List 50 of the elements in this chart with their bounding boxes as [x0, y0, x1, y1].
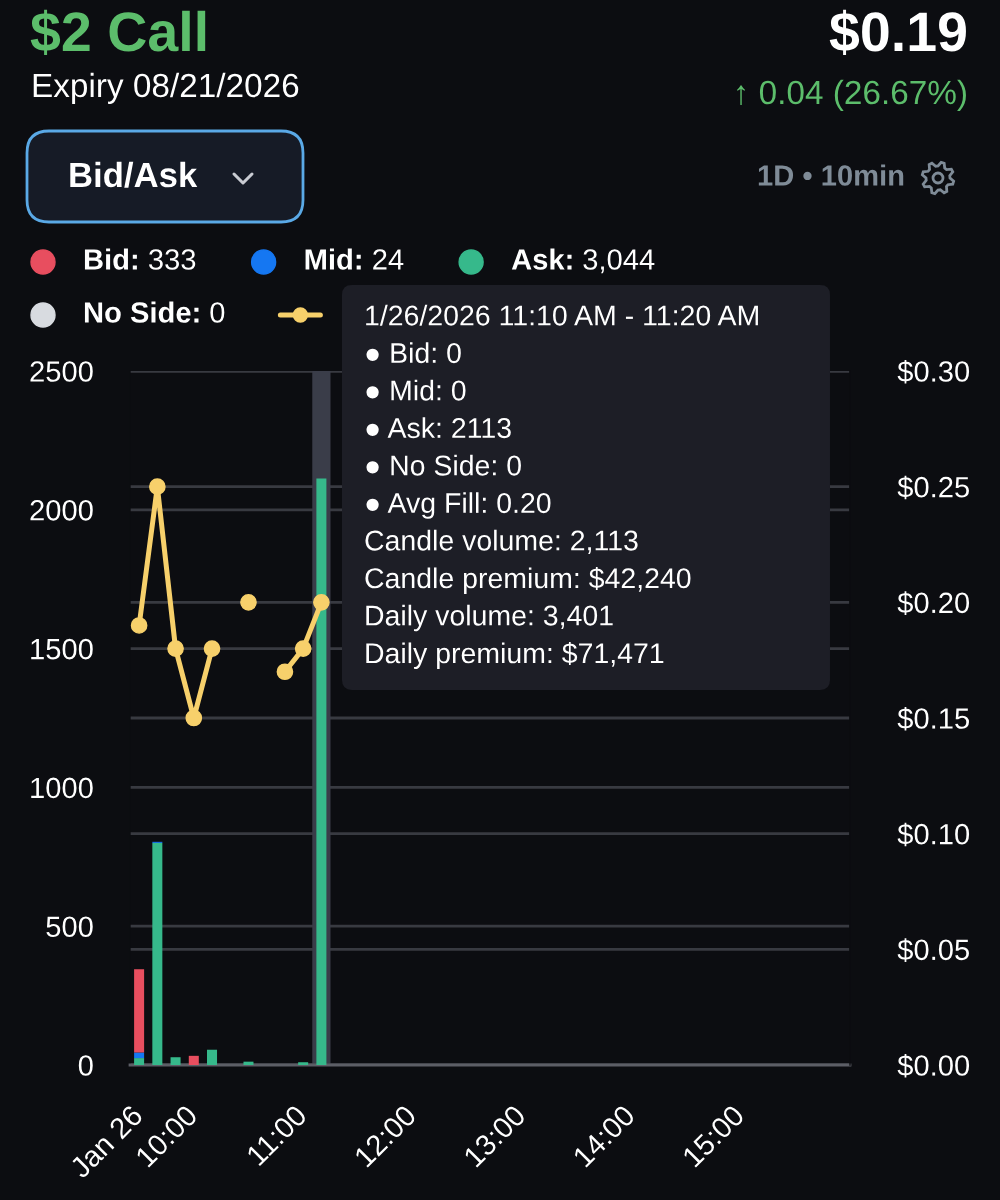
bar — [188, 1055, 199, 1065]
point — [313, 593, 330, 611]
y-tick-label: 0 — [78, 1055, 93, 1076]
point — [240, 593, 257, 611]
y-tick-label: 500 — [46, 916, 93, 938]
bar — [207, 1049, 218, 1065]
text: ● Bid: 0 — [366, 342, 461, 364]
bar — [152, 842, 163, 1065]
point — [130, 617, 148, 634]
point — [276, 663, 294, 681]
text: $0.19 — [829, 9, 966, 56]
y-tick-label: 1500 — [31, 638, 93, 660]
point — [185, 709, 203, 727]
annotation: ● Avg Fill: 0.20 — [366, 492, 551, 519]
bar — [134, 969, 145, 1053]
bar — [243, 1061, 254, 1065]
y2-tick-label: $0.25 — [897, 475, 969, 500]
text: 1/26/2026 11:10 AM - 11:20 AM — [366, 304, 758, 326]
legend-label: Mid: 24 — [305, 248, 404, 270]
text: Bid/Ask — [70, 161, 198, 188]
legend-label: Ask: 3,044 — [511, 248, 655, 274]
point — [149, 478, 166, 496]
annotation: ● Ask: 2113 — [366, 417, 511, 439]
annotation: Daily premium: $71,471 — [366, 642, 664, 669]
y2-tick-label: $0.00 — [897, 1053, 970, 1078]
y-tick-label: 2000 — [30, 500, 93, 521]
y2-tick-label: $0.05 — [897, 938, 969, 962]
y2-tick-label: $0.20 — [897, 591, 970, 615]
chart-title: $2 Call — [30, 9, 206, 56]
point — [167, 640, 184, 657]
annotation: ● Mid: 0 — [366, 379, 466, 401]
y-tick-label: 2500 — [30, 361, 93, 382]
bar — [298, 1062, 309, 1065]
annotation: Candle volume: 2,113 — [365, 529, 638, 555]
text: 1D • 10min — [758, 164, 904, 186]
text: ↑ 0.04 (26.67%) — [737, 79, 966, 111]
point — [294, 640, 312, 657]
bar — [170, 1057, 181, 1065]
legend-label: Bid: 333 — [84, 248, 196, 270]
point — [203, 640, 221, 657]
y2-tick-label: $0.15 — [897, 706, 969, 731]
chart-subtitle: Expiry 08/21/2026 — [33, 72, 299, 104]
annotation: Daily volume: 3,401 — [366, 604, 613, 632]
y2-tick-label: $0.10 — [897, 822, 970, 847]
bar — [134, 1058, 145, 1065]
annotation: ● No Side: 0 — [366, 454, 521, 476]
legend-label: No Side: 0 — [84, 301, 225, 323]
y2-tick-label: $0.30 — [897, 359, 970, 384]
y-tick-label: 1000 — [31, 777, 93, 799]
annotation: Candle premium: $42,240 — [365, 567, 691, 594]
